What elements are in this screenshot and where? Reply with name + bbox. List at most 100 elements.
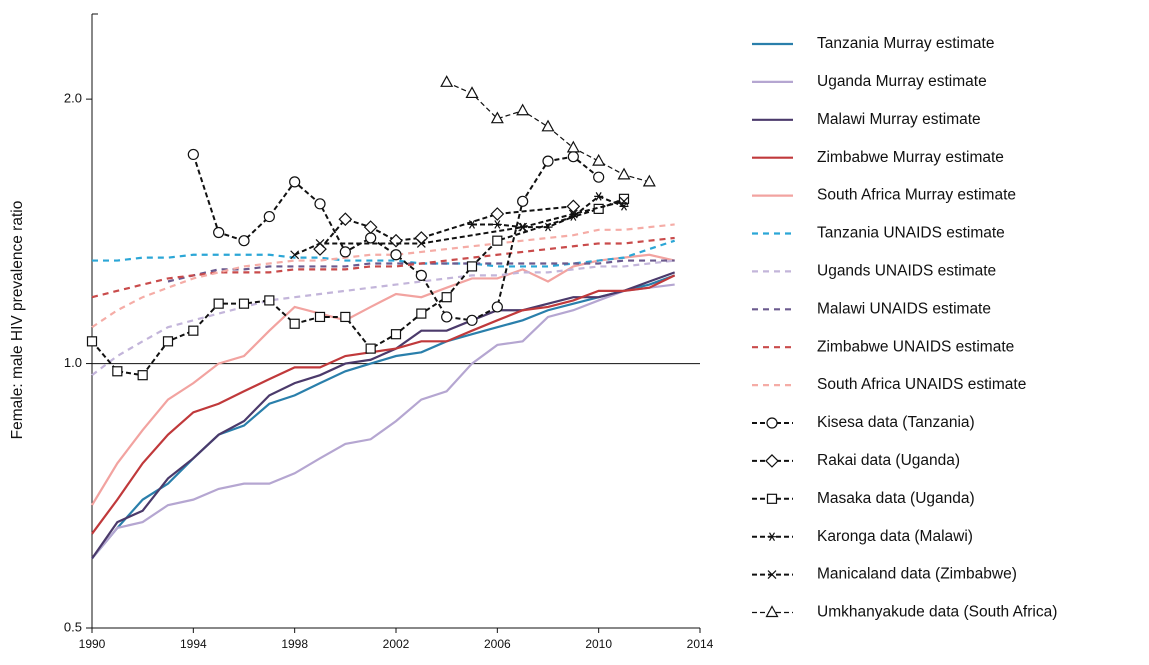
marker [518,222,528,232]
x-tick-label: 2014 [687,637,714,651]
marker [767,570,777,580]
series-line [91,259,675,377]
legend-item: Karonga data (Malawi) [752,528,973,545]
marker [440,75,454,87]
x-tick-label: 2002 [383,637,410,651]
series-line [91,283,675,560]
legend-item: South Africa UNAIDS estimate [752,376,1026,393]
marker [390,329,402,340]
legend-label: Ugands UNAIDS estimate [817,262,996,279]
legend-item: Zimbabwe Murray estimate [752,149,1004,166]
x-tick-label: 2010 [585,637,612,651]
marker [766,417,778,429]
legend-item: Ugands UNAIDS estimate [752,262,996,279]
marker [86,336,98,347]
marker [618,193,630,204]
legend-item: Umkhanyakude data (South Africa) [752,604,1057,621]
legend-item: Malawi Murray estimate [752,111,981,128]
marker [339,246,351,258]
y-tick-label: 0.5 [64,619,82,634]
legend-item: Masaka data (Uganda) [752,490,975,507]
marker [416,239,426,248]
marker [238,298,250,309]
marker [765,605,779,618]
marker [363,220,378,234]
legend-item: Zimbabwe UNAIDS estimate [752,338,1014,355]
legend-label: South Africa Murray estimate [817,187,1016,204]
legend-label: South Africa UNAIDS estimate [817,376,1026,393]
y-tick-label: 2.0 [64,91,82,106]
x-tick-label: 1994 [180,637,207,651]
marker [567,151,579,163]
marker [566,140,580,153]
marker [568,209,578,219]
marker [340,311,351,323]
legend-label: Malawi UNAIDS estimate [817,300,991,317]
legend-label: Umkhanyakude data (South Africa) [817,604,1057,621]
marker [264,295,275,306]
marker [112,366,123,377]
legend-label: Tanzania Murray estimate [817,35,994,52]
series-line [446,81,650,183]
marker [238,235,250,247]
marker [315,239,325,248]
series-line [91,271,676,560]
legend-label: Zimbabwe UNAIDS estimate [817,338,1014,355]
x-tick-label: 1998 [281,637,308,651]
marker [414,231,429,245]
legend-label: Karonga data (Malawi) [817,528,973,545]
legend-item: Manicaland data (Zimbabwe) [752,566,1017,583]
marker [642,174,656,187]
marker [543,222,553,232]
series-line [192,154,600,322]
marker [466,314,478,326]
legend-item: Tanzania UNAIDS estimate [752,225,1005,242]
marker [517,195,529,207]
legend-label: Rakai data (Uganda) [817,452,960,469]
marker [389,233,403,248]
marker [465,86,479,99]
marker [542,155,554,167]
marker [492,220,502,229]
legend-label: Kisesa data (Tanzania) [817,414,975,431]
legend-label: Tanzania UNAIDS estimate [817,225,1005,242]
marker [490,111,504,124]
marker [441,292,452,303]
marker [490,207,505,221]
marker [365,343,376,354]
marker [415,269,427,281]
legend-item: South Africa Murray estimate [752,187,1016,204]
marker [137,370,148,381]
marker [441,311,453,323]
legend-label: Zimbabwe Murray estimate [817,149,1004,166]
marker [492,235,503,246]
marker [313,242,327,256]
marker [162,336,174,347]
legend-label: Malawi Murray estimate [817,111,981,128]
legend-label: Masaka data (Uganda) [817,490,975,507]
marker [314,198,326,210]
series-line [91,223,675,329]
legend-item: Rakai data (Uganda) [752,452,960,469]
marker [516,103,530,116]
series-line [91,274,676,560]
marker [566,199,581,214]
marker [314,311,326,323]
marker [213,226,225,239]
y-tick-label: 1.0 [64,355,82,370]
legend-item: Tanzania Murray estimate [752,35,994,52]
marker [188,325,199,336]
marker [491,301,503,313]
legend-label: Uganda Murray estimate [817,73,987,90]
marker [617,167,631,180]
marker [594,192,604,201]
marker [765,454,779,468]
marker [467,220,477,229]
y-axis-label: Female: male HIV prevalence ratio [9,201,26,440]
series-line [91,236,675,299]
marker [290,250,300,260]
marker [767,532,777,542]
x-tick-label: 1990 [79,637,106,651]
series-line [91,274,676,535]
